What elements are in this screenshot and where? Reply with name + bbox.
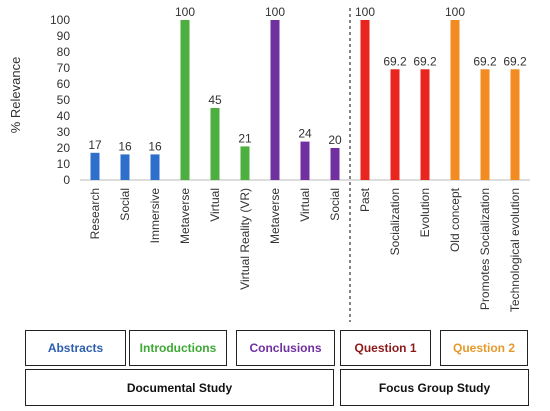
x-tick-label: Technological evolution bbox=[508, 188, 522, 312]
bar bbox=[300, 141, 310, 180]
x-tick-label: Metaverse bbox=[178, 188, 192, 244]
x-tick-label: Social bbox=[118, 188, 132, 221]
bar bbox=[150, 154, 160, 180]
bar bbox=[360, 20, 370, 180]
data-label: 16 bbox=[118, 139, 132, 153]
bar bbox=[510, 69, 520, 180]
data-label: 100 bbox=[445, 5, 465, 19]
study-label-documental-study: Documental Study bbox=[25, 369, 334, 406]
data-label: 24 bbox=[298, 127, 312, 141]
data-label: 20 bbox=[328, 133, 342, 147]
y-tick-label: 60 bbox=[57, 77, 71, 91]
study-label-focus-group-study: Focus Group Study bbox=[340, 369, 529, 406]
x-tick-label: Promotes Socialization bbox=[478, 188, 492, 310]
group-label-abstracts: Abstracts bbox=[25, 330, 126, 366]
bar bbox=[180, 20, 190, 180]
y-tick-label: 50 bbox=[57, 93, 71, 107]
bar bbox=[270, 20, 280, 180]
data-label: 69.2 bbox=[503, 54, 527, 68]
data-label: 69.2 bbox=[383, 54, 407, 68]
bar bbox=[480, 69, 490, 180]
y-axis-label: % Relevance bbox=[8, 57, 23, 134]
bar bbox=[240, 146, 250, 180]
bar bbox=[120, 154, 130, 180]
y-tick-label: 10 bbox=[57, 157, 71, 171]
y-tick-label: 30 bbox=[57, 125, 71, 139]
data-label: 100 bbox=[355, 5, 375, 19]
group-label-question-1: Question 1 bbox=[340, 330, 431, 366]
data-label: 45 bbox=[208, 93, 222, 107]
data-labels: 17 16 16 100 45 21 100 24 20 100 69.2 69.2 100 69.2 69… bbox=[88, 5, 527, 153]
y-tick-label: 20 bbox=[57, 141, 71, 155]
data-label: 100 bbox=[265, 5, 285, 19]
group-label-question-2: Question 2 bbox=[440, 330, 528, 366]
y-axis-ticks: 0 10 20 30 40 50 60 70 80 90 100 bbox=[50, 13, 70, 187]
data-label: 21 bbox=[238, 131, 252, 145]
bars bbox=[90, 20, 520, 180]
x-tick-label: Virtual bbox=[298, 188, 312, 222]
data-label: 17 bbox=[88, 138, 102, 152]
x-tick-label: Research bbox=[88, 188, 102, 239]
x-tick-label: Virtual Reality (VR) bbox=[238, 188, 252, 290]
data-label: 100 bbox=[175, 5, 195, 19]
y-tick-label: 80 bbox=[57, 45, 71, 59]
group-label-introductions: Introductions bbox=[129, 330, 227, 366]
x-axis-ticks: Research Social Immersive Metaverse Virtual V… bbox=[88, 187, 522, 312]
data-label: 16 bbox=[148, 139, 162, 153]
y-tick-label: 0 bbox=[63, 173, 70, 187]
x-tick-label: Immersive bbox=[148, 188, 162, 244]
bar bbox=[330, 148, 340, 180]
x-tick-label: Evolution bbox=[418, 188, 432, 237]
y-tick-label: 90 bbox=[57, 29, 71, 43]
x-tick-label: Socialization bbox=[388, 188, 402, 255]
x-tick-label: Social bbox=[328, 188, 342, 221]
x-tick-label: Virtual bbox=[208, 188, 222, 222]
bar bbox=[390, 69, 400, 180]
bar bbox=[210, 108, 220, 180]
bar bbox=[90, 152, 100, 180]
bar bbox=[420, 69, 430, 180]
group-label-conclusions: Conclusions bbox=[236, 330, 335, 366]
x-tick-label: Metaverse bbox=[268, 188, 282, 244]
x-tick-label: Past bbox=[358, 187, 372, 212]
data-label: 69.2 bbox=[473, 54, 497, 68]
bar bbox=[450, 20, 460, 180]
y-tick-label: 70 bbox=[57, 61, 71, 75]
y-tick-label: 100 bbox=[50, 13, 70, 27]
y-tick-label: 40 bbox=[57, 109, 71, 123]
data-label: 69.2 bbox=[413, 54, 437, 68]
x-tick-label: Old concept bbox=[448, 187, 462, 252]
